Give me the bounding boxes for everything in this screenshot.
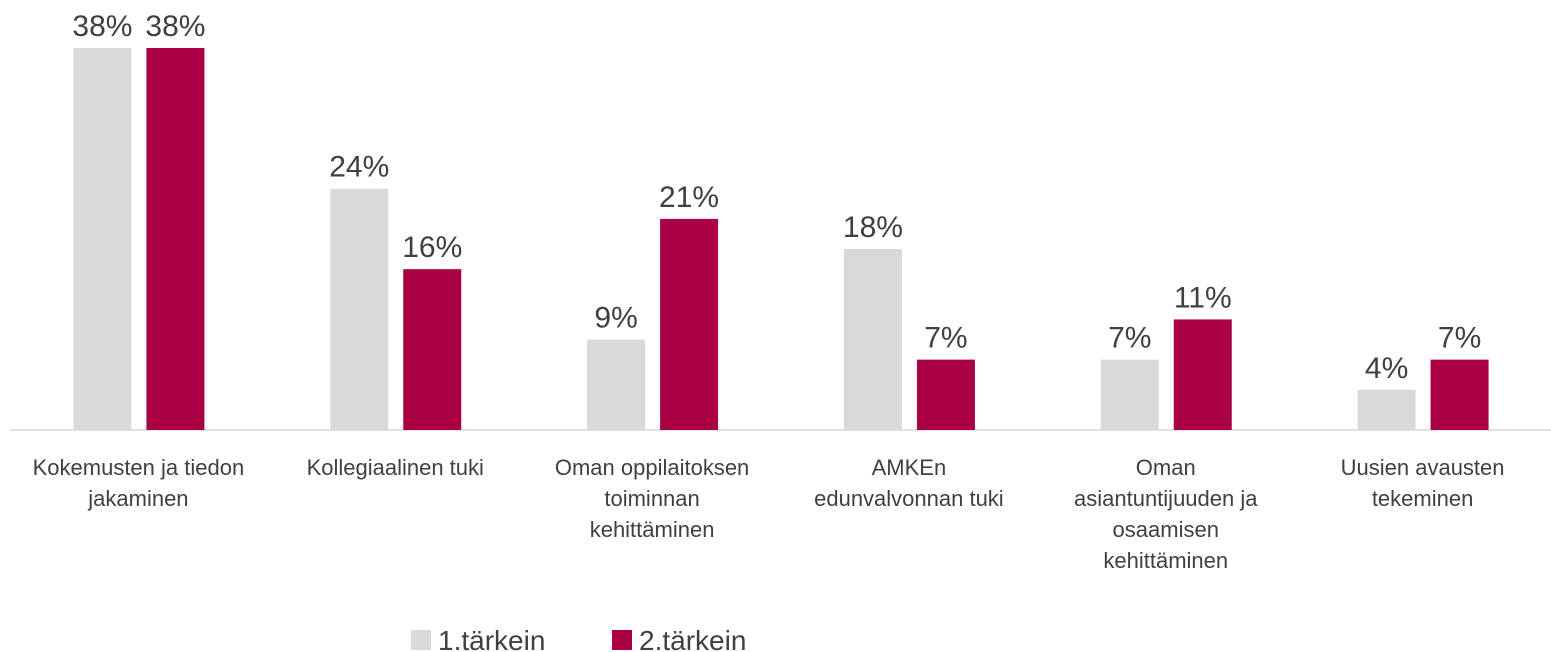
- data-label: 21%: [659, 181, 719, 214]
- legend-label: 2.tärkein: [639, 625, 746, 652]
- bar: [1430, 359, 1489, 430]
- legend-label: 1.tärkein: [438, 625, 545, 652]
- data-label: 16%: [402, 231, 462, 264]
- data-label: 38%: [145, 10, 205, 43]
- data-label: 7%: [1108, 322, 1151, 355]
- bar: [587, 339, 646, 430]
- data-label: 9%: [594, 302, 637, 335]
- bar: [1173, 319, 1232, 430]
- data-label: 7%: [924, 322, 967, 355]
- x-tick-label: Kollegiaalinen tuki: [306, 455, 484, 480]
- data-label: 7%: [1438, 322, 1481, 355]
- data-label: 24%: [329, 151, 389, 184]
- x-tick-label: Kokemusten ja tiedon jakaminen: [32, 455, 245, 511]
- x-tick-label: Uusien avausten tekeminen: [1340, 455, 1505, 511]
- bar: [916, 359, 975, 430]
- data-label: 11%: [1174, 281, 1232, 314]
- legend-swatch: [612, 630, 632, 650]
- data-label: 4%: [1365, 352, 1408, 385]
- bar: [660, 218, 719, 430]
- x-tick-label: AMKEn edunvalvonnan tuki: [814, 455, 1004, 511]
- x-tick-label: Oman oppilaitoksen toiminnan kehittämine…: [554, 455, 750, 542]
- bar: [1357, 389, 1416, 430]
- bar: [73, 48, 132, 430]
- bar: [330, 188, 389, 430]
- bar: [843, 249, 902, 430]
- legend-swatch: [411, 630, 431, 650]
- bar: [146, 48, 205, 430]
- bar: [1100, 359, 1159, 430]
- bar: [403, 269, 462, 430]
- data-label: 18%: [843, 211, 903, 244]
- x-tick-label: Oman asiantuntijuuden ja osaamisen kehit…: [1074, 455, 1258, 573]
- data-label: 38%: [72, 10, 132, 43]
